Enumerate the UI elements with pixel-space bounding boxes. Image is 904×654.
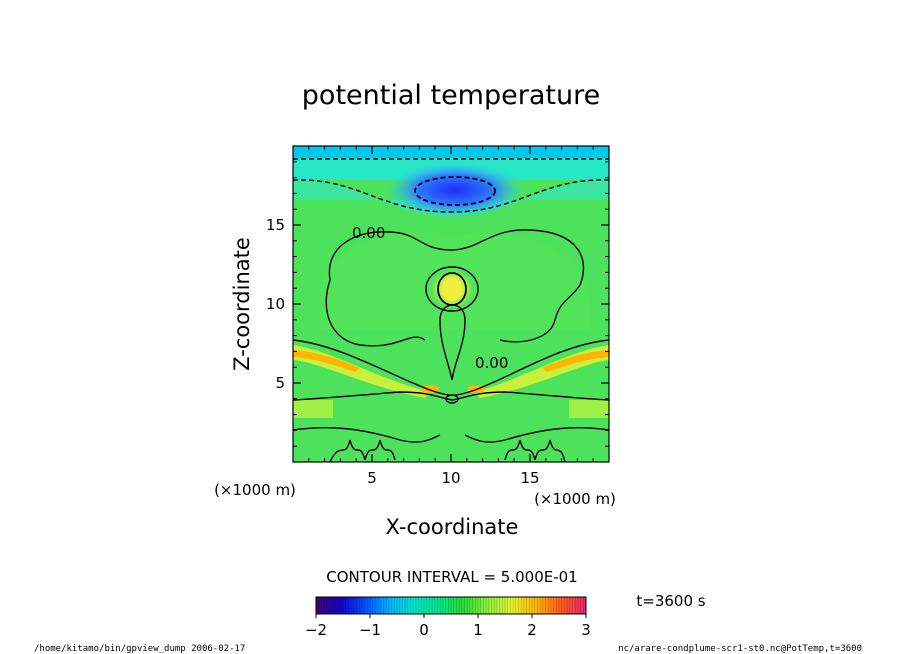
contour-lines	[293, 158, 609, 462]
colorbar	[315, 596, 587, 615]
footer-left: /home/kitamo/bin/gpview_dump 2006-02-17	[34, 644, 245, 654]
contour-low-band	[293, 391, 609, 401]
contour-dashed-upper	[293, 179, 609, 213]
contour-bottom-ripples-left	[329, 439, 396, 462]
colorbar-tick-label: 2	[527, 621, 537, 639]
x-axis-title: X-coordinate	[386, 515, 519, 539]
y-tick-label: 5	[275, 374, 285, 392]
x-tick-label: 5	[367, 469, 377, 487]
contour-center-dot	[445, 394, 459, 404]
contour-cold-core	[414, 176, 496, 206]
colorbar-tick-label: −2	[305, 621, 327, 639]
colorbar-tick-label: −1	[359, 621, 381, 639]
colorbar-tick-label: 0	[419, 621, 429, 639]
contour-label: 0.00	[352, 224, 385, 242]
x-unit-label: (×1000 m)	[534, 490, 616, 508]
contour-interval: CONTOUR INTERVAL = 5.000E-01	[326, 568, 577, 586]
x-tick-label: 15	[520, 469, 539, 487]
contour-label: 0.00	[475, 354, 508, 372]
x-axis-ticks: 5 10 15	[308, 146, 594, 487]
y-axis-title: Z-coordinate	[230, 237, 254, 371]
contour-zero-upper	[328, 229, 585, 343]
colorbar-tick-label: 1	[473, 621, 483, 639]
contour-zero-left	[325, 279, 426, 347]
chart-title: potential temperature	[302, 80, 600, 111]
footer-right: nc/arare-condplume-scr1-st0.nc@PotTemp,t…	[618, 644, 862, 654]
x-tick-label: 10	[441, 469, 460, 487]
contour-warm-ring	[425, 266, 479, 312]
contour-bottom-ripples-right	[504, 439, 566, 462]
y-axis-ticks: 5 10 15	[266, 161, 609, 447]
plot-area	[293, 146, 609, 462]
colorbar-tick-label: 3	[581, 621, 591, 639]
y-tick-label: 15	[266, 216, 285, 234]
colorbar-ticks: −2 −1 0 1 2 3	[305, 597, 591, 639]
y-tick-label: 10	[266, 295, 285, 313]
contour-bottom	[293, 427, 609, 443]
y-unit-label: (×1000 m)	[214, 481, 296, 499]
contour-center-column	[439, 304, 466, 381]
time-label: t=3600 s	[636, 592, 705, 610]
